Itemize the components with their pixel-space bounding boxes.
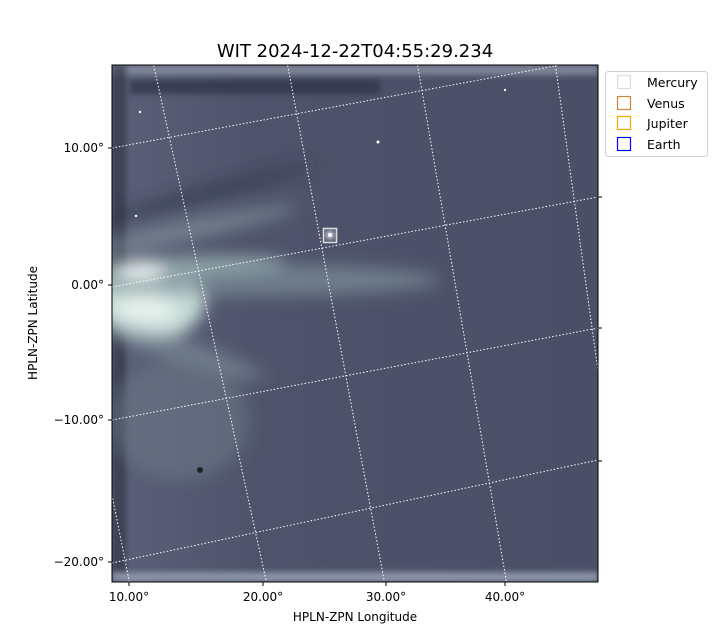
grid-lines — [112, 65, 598, 582]
svg-text:Mercury: Mercury — [647, 75, 698, 90]
chart-title: WIT 2024-12-22T04:55:29.234 — [217, 41, 493, 62]
y-tick-label: 0.00° — [71, 278, 104, 292]
legend-swatch — [616, 136, 632, 152]
y-axis-label: HPLN-ZPN Latitude — [26, 266, 40, 380]
legend-swatch — [616, 115, 632, 131]
y-tick-label: −10.00° — [54, 413, 104, 427]
y-axis: 10.00° 0.00° −10.00° −20.00° HPLN-ZPN La… — [26, 141, 602, 569]
svg-text:Jupiter: Jupiter — [646, 116, 689, 131]
plot-frame — [111, 64, 599, 583]
legend-item-venus: Venus — [616, 95, 685, 111]
y-tick-label: −20.00° — [54, 555, 104, 569]
image-area — [112, 65, 598, 582]
legend-item-jupiter: Jupiter — [616, 115, 689, 131]
x-axis: 10.00° 20.00° 30.00° 40.00° HPLN-ZPN Lon… — [109, 582, 525, 624]
legend-swatch — [616, 74, 632, 90]
mercury-marker — [322, 227, 338, 244]
x-tick-label: 20.00° — [243, 590, 283, 604]
legend-item-earth: Earth — [616, 136, 681, 152]
x-axis-label: HPLN-ZPN Longitude — [293, 610, 417, 624]
svg-text:Venus: Venus — [647, 96, 685, 111]
svg-text:Earth: Earth — [647, 137, 681, 152]
x-tick-label: 10.00° — [109, 590, 149, 604]
y-tick-label: 10.00° — [64, 141, 104, 155]
legend: Mercury Venus Jupiter Earth — [605, 71, 708, 157]
legend-swatch — [616, 95, 632, 111]
legend-item-mercury: Mercury — [616, 74, 698, 90]
x-tick-label: 40.00° — [485, 590, 525, 604]
x-tick-label: 30.00° — [366, 590, 406, 604]
